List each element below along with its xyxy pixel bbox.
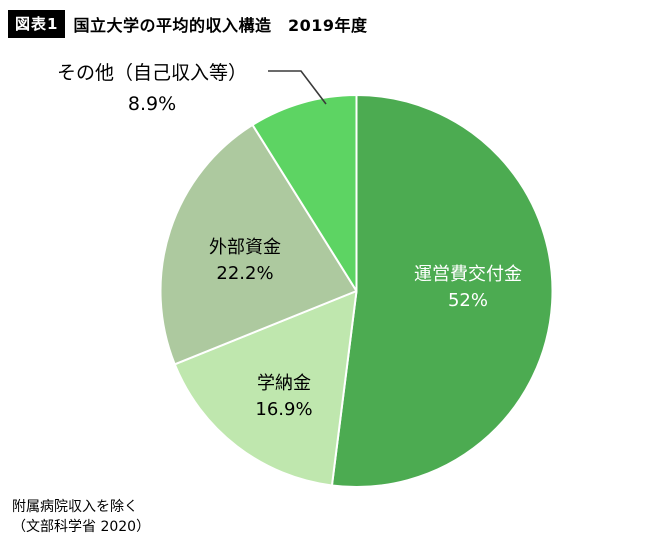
figure-badge: 図表1 — [8, 10, 66, 38]
slice-label-other: その他（自己収入等） 8.9% — [57, 58, 247, 120]
footnote-line2: （文部科学省 2020） — [12, 519, 151, 535]
pie-slice-0 — [330, 94, 554, 488]
pie-slice-3 — [251, 94, 358, 292]
slice-label-operating-grant: 運営費交付金 52% — [414, 262, 522, 314]
figure-title: 国立大学の平均的収入構造 2019年度 — [73, 16, 368, 35]
slice-percent: 16.9% — [255, 399, 313, 420]
figure-header: 図表1 国立大学の平均的収入構造 2019年度 — [8, 10, 367, 38]
footnote: 附属病院収入を除く （文部科学省 2020） — [12, 497, 150, 537]
slice-label-external-funds: 外部資金 22.2% — [209, 235, 281, 287]
slice-percent: 22.2% — [216, 263, 274, 284]
pie-slice-2 — [159, 123, 358, 366]
footnote-line1: 附属病院収入を除く — [12, 499, 138, 515]
slice-name: 運営費交付金 — [414, 264, 522, 285]
slice-name: 学納金 — [257, 373, 311, 394]
slice-label-tuition: 学納金 16.9% — [255, 371, 312, 423]
slice-name: その他（自己収入等） — [56, 62, 248, 84]
slice-percent: 8.9% — [127, 93, 177, 115]
slice-percent: 52% — [447, 290, 488, 311]
callout-line — [268, 70, 327, 105]
slice-name: 外部資金 — [209, 237, 281, 258]
pie-slice-1 — [173, 290, 358, 487]
pie-slices — [159, 94, 554, 488]
